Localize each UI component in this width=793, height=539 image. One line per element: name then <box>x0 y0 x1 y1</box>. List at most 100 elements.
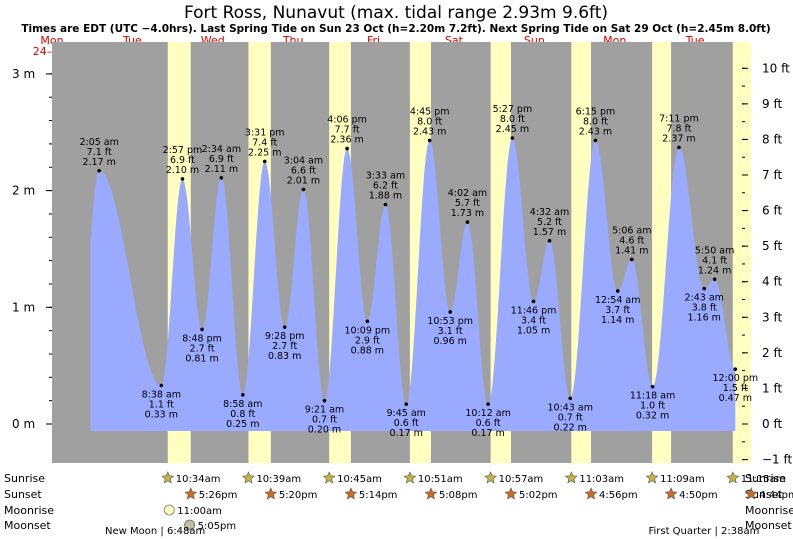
sunset-icon <box>665 488 676 499</box>
moonrise-time: 11:00am <box>177 506 222 517</box>
sunset-icon <box>345 488 356 499</box>
moon-phase-label: First Quarter | 2:38am <box>648 526 759 537</box>
sunset-time: 5:14pm <box>359 490 398 501</box>
sunset-icon <box>185 488 196 499</box>
sunrise-time: 10:39am <box>256 474 301 485</box>
y-tick-label-ft: 6 ft <box>762 204 782 218</box>
sunset-time: 5:08pm <box>439 490 478 501</box>
tide-annotation-text: 1.41 m <box>615 245 648 256</box>
tide-annotation-text: 1.57 m <box>533 227 566 238</box>
tide-annotation-text: 1.73 m <box>451 208 484 219</box>
tide-annotation-text: 0.33 m <box>145 409 178 420</box>
sunrise-icon <box>324 472 335 483</box>
y-tick-label-ft: 9 ft <box>762 97 782 111</box>
tide-annotation-text: 0.22 m <box>554 422 587 433</box>
sunset-icon <box>265 488 276 499</box>
sunset-time: 4:44pm <box>759 490 793 501</box>
sunset-time: 4:50pm <box>679 490 718 501</box>
high-tide-point <box>466 220 470 224</box>
low-tide-point <box>323 399 327 403</box>
sunset-time: 5:02pm <box>519 490 558 501</box>
tide-annotation-text: 0.47 m <box>719 393 752 404</box>
low-tide-point <box>486 402 490 406</box>
tide-annotation-text: 0.83 m <box>268 351 301 362</box>
row-label-left: Moonrise <box>4 504 54 517</box>
y-tick-label-ft: −1 ft <box>762 453 793 467</box>
y-tick-label-m: 3 m <box>12 67 35 81</box>
low-tide-point <box>448 310 452 314</box>
y-tick-label-ft: 3 ft <box>762 310 782 324</box>
high-tide-point <box>511 136 515 140</box>
moon-phase-label: New Moon | 6:48am <box>105 526 205 537</box>
high-tide-point <box>384 203 388 207</box>
sunset-icon <box>585 488 597 499</box>
low-tide-point <box>241 393 245 397</box>
sunrise-time: 10:51am <box>418 474 463 485</box>
sunrise-time: 11:09am <box>660 474 705 485</box>
y-tick-label-ft: 5 ft <box>762 239 782 253</box>
tide-annotation-text: 0.88 m <box>351 345 384 356</box>
high-tide-point <box>263 160 267 164</box>
sunrise-time: 11:03am <box>579 474 624 485</box>
y-tick-label-m: 1 m <box>12 300 35 314</box>
low-tide-point <box>200 328 204 332</box>
tide-annotation-text: 1.24 m <box>698 265 731 276</box>
row-label-left: Sunset <box>4 488 42 501</box>
sunset-icon <box>425 488 436 499</box>
moonrise-icon <box>164 505 174 515</box>
high-tide-point <box>677 146 681 150</box>
row-label-left: Moonset <box>4 519 51 532</box>
sunrise-icon <box>162 472 173 483</box>
tide-annotation-text: 2.37 m <box>662 133 695 144</box>
high-tide-point <box>428 139 432 143</box>
tide-annotation-text: 2.36 m <box>330 135 363 146</box>
high-tide-point <box>713 277 717 281</box>
low-tide-point <box>734 367 738 371</box>
tide-annotation-text: 0.32 m <box>636 411 669 422</box>
high-tide-point <box>181 177 185 181</box>
sunrise-time: 10:34am <box>176 474 221 485</box>
high-tide-point <box>594 139 598 143</box>
sunrise-icon <box>566 472 577 483</box>
tide-annotation-text: 0.96 m <box>433 336 466 347</box>
tide-annotation-text: 0.17 m <box>389 428 422 439</box>
tide-annotation-text: 1.88 m <box>369 191 402 202</box>
sunset-icon <box>505 488 516 499</box>
sunrise-time: 10:57am <box>499 474 544 485</box>
y-tick-label-ft: 1 ft <box>762 381 782 395</box>
low-tide-point <box>404 402 408 406</box>
tide-annotation-text: 2.17 m <box>82 157 115 168</box>
low-tide-point <box>366 320 370 324</box>
y-tick-label-ft: 4 ft <box>762 275 782 289</box>
y-tick-label-m: 0 m <box>12 417 35 431</box>
tide-annotation-text: 1.16 m <box>687 313 720 324</box>
tide-annotation-text: 2.01 m <box>287 175 320 186</box>
tide-annotation-text: 0.25 m <box>226 419 259 430</box>
sunrise-icon <box>646 472 657 483</box>
high-tide-point <box>220 176 224 180</box>
sunrise-time: 10:45am <box>337 474 382 485</box>
tide-annotation-text: 2.10 m <box>166 165 199 176</box>
row-label-right: Moonrise <box>745 504 793 517</box>
y-tick-label-ft: 2 ft <box>762 346 782 360</box>
y-tick-label-ft: 7 ft <box>762 168 782 182</box>
y-tick-label-ft: 8 ft <box>762 132 782 146</box>
y-tick-label-m: 2 m <box>12 184 35 198</box>
sunrise-icon <box>243 472 255 483</box>
sunrise-time: 11:15am <box>741 474 786 485</box>
sunrise-icon <box>485 472 496 483</box>
high-tide-point <box>548 239 552 243</box>
y-tick-label-ft: 0 ft <box>762 417 782 431</box>
low-tide-point <box>532 300 536 304</box>
tide-annotation-text: 2.25 m <box>248 147 281 158</box>
sunset-time: 5:20pm <box>279 490 318 501</box>
chart-title: Fort Ross, Nunavut (max. tidal range 2.9… <box>184 3 608 23</box>
high-tide-point <box>630 258 634 262</box>
low-tide-point <box>702 287 706 291</box>
sunset-time: 4:56pm <box>599 490 638 501</box>
tide-annotation-text: 1.14 m <box>601 315 634 326</box>
tide-annotation-text: 2.43 m <box>579 126 612 137</box>
row-label-left: Sunrise <box>4 472 45 485</box>
